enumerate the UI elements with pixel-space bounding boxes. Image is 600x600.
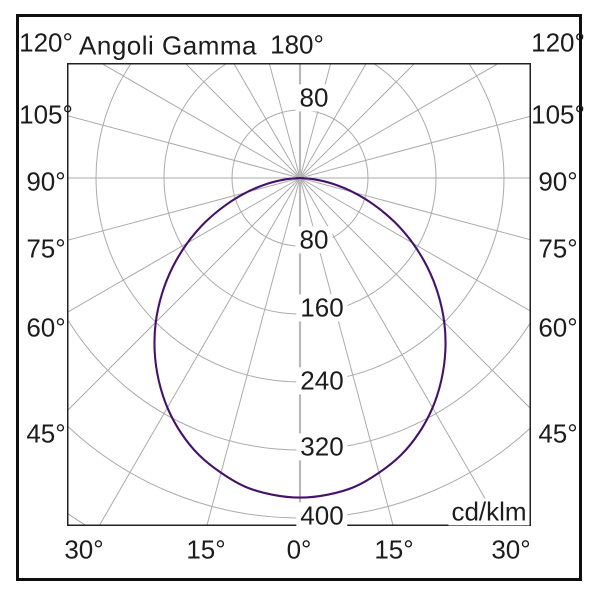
angle-label-left: 90° bbox=[26, 166, 66, 197]
angle-label-right: 105° bbox=[531, 99, 585, 130]
grid-ray bbox=[299, 177, 501, 525]
top-angle-label: 180° bbox=[270, 29, 324, 60]
grid-ray bbox=[299, 64, 332, 179]
angle-label-right: 120° bbox=[531, 27, 585, 58]
gamma-scale-label: 30° bbox=[491, 534, 531, 565]
angle-label-right: 75° bbox=[538, 233, 578, 264]
grid-ray bbox=[299, 177, 530, 241]
angle-label-left: 60° bbox=[26, 312, 66, 343]
grid-ray bbox=[185, 64, 301, 179]
gamma-scale-label: 0° bbox=[286, 534, 312, 565]
grid-ray bbox=[299, 64, 499, 179]
angle-label-right: 45° bbox=[538, 418, 578, 449]
radial-tick-label: 320 bbox=[296, 433, 348, 461]
angle-label-right: 60° bbox=[538, 312, 578, 343]
chart-title: Angoli Gamma bbox=[79, 30, 257, 61]
grid-ray bbox=[68, 115, 301, 179]
grid-ray bbox=[299, 177, 530, 409]
angle-label-right: 90° bbox=[538, 166, 578, 197]
grid-ray bbox=[68, 177, 301, 411]
gamma-scale-label: 15° bbox=[374, 534, 414, 565]
grid-ray bbox=[99, 177, 301, 525]
grid-ray bbox=[101, 64, 301, 179]
intensity-curve bbox=[153, 176, 447, 499]
radial-tick-label: 240 bbox=[296, 367, 348, 395]
unit-label: cd/klm bbox=[448, 498, 530, 526]
grid-ray bbox=[299, 64, 415, 179]
grid-ray bbox=[233, 64, 301, 179]
gamma-scale-label: 30° bbox=[64, 534, 104, 565]
angle-label-left: 45° bbox=[26, 418, 66, 449]
radial-tick-label: 160 bbox=[296, 294, 348, 322]
angle-label-left: 105° bbox=[19, 99, 73, 130]
gamma-scale-label: 15° bbox=[186, 534, 226, 565]
grid-ray bbox=[206, 177, 301, 525]
grid-ray bbox=[68, 177, 301, 313]
grid-ray bbox=[299, 115, 530, 179]
grid-ray bbox=[68, 177, 301, 241]
grid-ray bbox=[268, 64, 301, 179]
grid-ray bbox=[299, 177, 394, 525]
outer-frame bbox=[16, 14, 582, 581]
angle-label-left: 120° bbox=[19, 27, 73, 58]
radial-tick-label: 80 bbox=[295, 84, 333, 112]
radial-tick-label: 80 bbox=[295, 226, 333, 254]
grid-ray bbox=[299, 64, 367, 179]
grid-ray bbox=[299, 177, 530, 312]
radial-tick-label: 400 bbox=[296, 502, 348, 530]
angle-label-left: 75° bbox=[26, 233, 66, 264]
